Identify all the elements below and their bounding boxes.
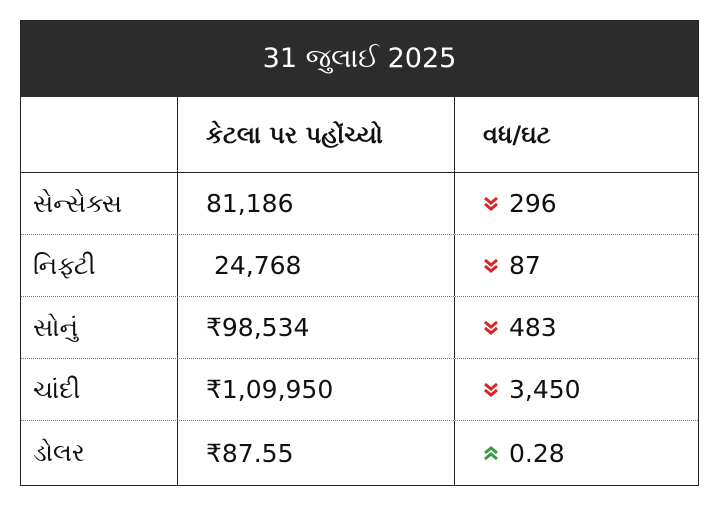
change-value: 296	[509, 189, 557, 218]
table-row: સોનું ₹98,534 483	[21, 297, 698, 359]
row-value: ₹98,534	[178, 297, 455, 358]
row-name: ચાંદી	[21, 359, 178, 420]
header-row: કેટલા પર પહોંચ્યો વધ/ઘટ	[21, 97, 698, 173]
double-chevron-down-icon	[484, 258, 498, 273]
row-name: સેન્સેક્સ	[21, 173, 178, 234]
row-value: ₹1,09,950	[178, 359, 455, 420]
table-row: ડોલર ₹87.55 0.28	[21, 421, 698, 485]
row-value: 24,768	[178, 235, 455, 296]
row-change: 296	[455, 173, 698, 234]
row-change: 87	[455, 235, 698, 296]
header-name	[21, 97, 178, 172]
change-value: 3,450	[509, 375, 581, 404]
row-change: 3,450	[455, 359, 698, 420]
table-row: ચાંદી ₹1,09,950 3,450	[21, 359, 698, 421]
market-table: 31 જુલાઈ 2025 કેટલા પર પહોંચ્યો વધ/ઘટ સે…	[20, 20, 699, 486]
row-change: 0.28	[455, 421, 698, 485]
row-change: 483	[455, 297, 698, 358]
row-name: નિફ્ટી	[21, 235, 178, 296]
table-row: સેન્સેક્સ 81,186 296	[21, 173, 698, 235]
header-value: કેટલા પર પહોંચ્યો	[178, 97, 455, 172]
change-value: 87	[509, 251, 541, 280]
table-row: નિફ્ટી 24,768 87	[21, 235, 698, 297]
header-change: વધ/ઘટ	[483, 120, 551, 149]
row-name: ડોલર	[21, 421, 178, 485]
double-chevron-up-icon	[484, 446, 498, 461]
double-chevron-down-icon	[484, 320, 498, 335]
row-name: સોનું	[21, 297, 178, 358]
row-value: ₹87.55	[178, 421, 455, 485]
change-value: 0.28	[509, 438, 565, 468]
row-value: 81,186	[178, 173, 455, 234]
change-value: 483	[509, 313, 557, 342]
double-chevron-down-icon	[484, 196, 498, 211]
double-chevron-down-icon	[484, 382, 498, 397]
table-title: 31 જુલાઈ 2025	[21, 21, 698, 97]
